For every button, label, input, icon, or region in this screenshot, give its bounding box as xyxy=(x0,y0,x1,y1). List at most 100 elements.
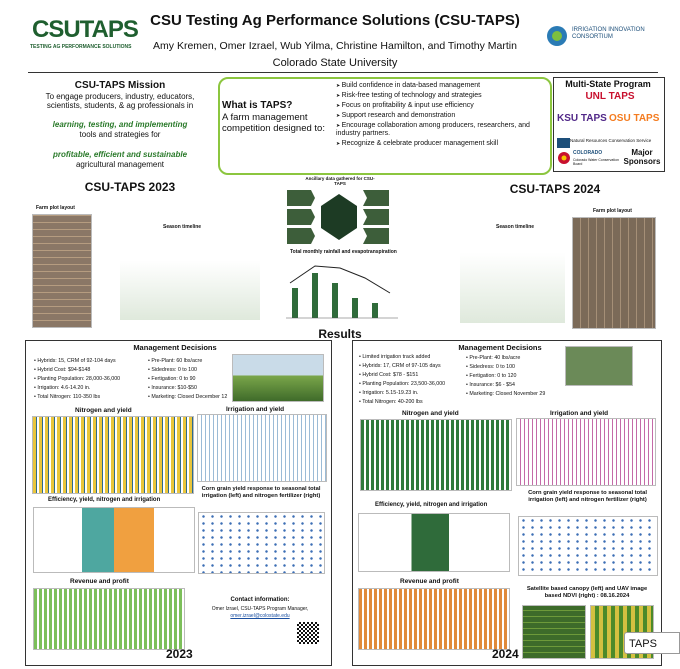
chart-image xyxy=(518,516,658,576)
what-box xyxy=(218,77,552,175)
logo-tagline: TESTING AG PERFORMANCE SOLUTIONS xyxy=(30,44,132,50)
figure-caption: Corn grain yield response to seasonal to… xyxy=(201,486,321,499)
bullet: Sidedress: 0 to 100 xyxy=(466,364,561,370)
figure-caption: Ancillary data gathered for CSU-TAPS xyxy=(305,176,375,187)
bullet: Planting Population: 23,500-36,000 xyxy=(359,381,469,387)
chart-image xyxy=(33,588,185,650)
bullet-list: Limited irrigation track added Hybrids: 1… xyxy=(359,354,469,408)
figure-caption: Efficiency, yield, nitrogen and irrigati… xyxy=(375,502,488,508)
photo xyxy=(232,354,324,402)
bullet: Total Nitrogen: 110-350 lbs xyxy=(34,394,144,400)
chart-image xyxy=(358,588,510,650)
mission-text: tools and strategies for xyxy=(79,130,161,139)
authors: Amy Kremen, Omer Izrael, Wub Yilma, Chri… xyxy=(153,40,517,52)
title: CSU Testing Ag Performance Solutions (CS… xyxy=(150,12,520,29)
contact-email[interactable]: omer.izrael@colostate.edu xyxy=(230,613,290,619)
figure-caption: Season timeline xyxy=(163,224,202,230)
bullet: Insurance: $6 - $54 xyxy=(466,382,561,388)
figure-caption: Irrigation and yield xyxy=(550,410,609,417)
section-title: CSU-TAPS 2024 xyxy=(509,182,601,196)
chart-image xyxy=(198,512,325,574)
table-image xyxy=(358,513,510,572)
bullet: Pre-Plant: 60 lbs/acre xyxy=(148,358,228,364)
bullet: Insurance: $10-$50 xyxy=(148,385,228,391)
logo: CSUTAPS xyxy=(32,16,139,43)
contact-name: Omer Izrael, CSU-TAPS Program Manager, xyxy=(211,606,309,612)
program: UNL TAPS xyxy=(585,91,635,102)
farm-map xyxy=(572,217,656,329)
bullet-list: Build confidence in data-based managemen… xyxy=(336,82,544,150)
bullet-list: Hybrids: 15, CRM of 92-104 days Hybrid Co… xyxy=(34,358,144,403)
what-subtitle: A farm management competition designed t… xyxy=(222,112,325,134)
panel-year: 2023 xyxy=(166,647,193,661)
bullet: Hybrid Cost: $78 - $151 xyxy=(359,372,469,378)
panel-heading: Management Decisions xyxy=(458,343,542,352)
figure-caption: Corn grain yield response to seasonal to… xyxy=(528,490,647,503)
bullet: Total Nitrogen: 40-200 lbs xyxy=(359,399,469,405)
multistate-title: Multi-State Program xyxy=(565,79,651,89)
side-tab[interactable]: TAPS xyxy=(624,632,680,654)
figure-caption: Revenue and profit xyxy=(70,578,129,585)
bullet: Pre-Plant: 40 lbs/acre xyxy=(466,355,561,361)
figure-caption: Farm plot layout xyxy=(36,205,75,211)
figure-caption: Satellite based canopy (left) and UAV im… xyxy=(526,586,648,599)
bullet: Recognize & celebrate producer managemen… xyxy=(336,140,544,148)
bullet: Focus on profitability & input use effic… xyxy=(336,102,544,110)
mission-text: To engage producers, industry, educators… xyxy=(45,92,195,111)
farm-map xyxy=(32,214,92,328)
bullet: Build confidence in data-based managemen… xyxy=(336,82,544,90)
bullet-list: Pre-Plant: 40 lbs/acre Sidedress: 0 to 10… xyxy=(466,355,561,400)
mission-emphasis: profitable, efficient and sustainable xyxy=(52,150,188,159)
results-title: Results xyxy=(318,327,362,341)
program: KSU TAPS xyxy=(557,113,607,124)
figure-caption: Irrigation and yield xyxy=(226,406,285,413)
chart-image xyxy=(197,414,327,482)
chart-image xyxy=(516,418,656,486)
chart-image xyxy=(360,419,512,491)
bullet: Marketing: Closed November 29 xyxy=(466,391,561,397)
bullet: Fertigation: 0 to 90 xyxy=(148,376,228,382)
figure-caption: Nitrogen and yield xyxy=(402,410,459,417)
figure-caption: Season timeline xyxy=(496,224,535,230)
bullet-list: Pre-Plant: 60 lbs/acre Sidedress: 0 to 10… xyxy=(148,358,228,403)
bullet: Hybrid Cost: $94-$148 xyxy=(34,367,144,373)
bullet: Hybrids: 15, CRM of 92-104 days xyxy=(34,358,144,364)
bullet: Encourage collaboration among producers,… xyxy=(336,122,544,138)
rainfall-figure xyxy=(286,265,398,319)
bullet: Planting Population: 28,000-36,000 xyxy=(34,376,144,382)
sponsor: COLORADO xyxy=(573,150,603,156)
bullet: Fertigation: 0 to 120 xyxy=(466,373,561,379)
bullet: Marketing: Closed December 12 xyxy=(148,394,228,400)
figure-caption: Farm plot layout xyxy=(593,208,632,214)
panel-heading: Management Decisions xyxy=(133,343,217,352)
sponsor-icons xyxy=(557,138,570,164)
partner: IRRIGATION INNOVATION CONSORTIUM xyxy=(572,27,645,40)
panel-2023 xyxy=(25,340,332,666)
multistate-box xyxy=(553,77,665,172)
affiliation: Colorado State University xyxy=(272,57,398,69)
timeline-figure xyxy=(120,235,260,320)
what-title: What is TAPS? xyxy=(222,100,293,111)
bullet: Irrigation: 4.6-14.20 in. xyxy=(34,385,144,391)
ancillary-diagram xyxy=(287,190,389,244)
photo xyxy=(565,346,633,386)
bullet: Risk-free testing of technology and stra… xyxy=(336,92,544,100)
mission-emphasis: learning, testing, and implementing xyxy=(52,120,188,129)
rule xyxy=(28,72,658,73)
section-title: CSU-TAPS 2023 xyxy=(84,180,176,194)
figure-caption: Revenue and profit xyxy=(400,578,459,585)
chart-image xyxy=(32,416,194,494)
sponsor: Colorado Water Conservation Board xyxy=(573,158,619,167)
sponsors-label: Major Sponsors xyxy=(623,148,661,167)
satellite-image xyxy=(522,605,586,659)
bullet: Limited irrigation track added xyxy=(359,354,469,360)
bullet: Hybrids: 17, CRM of 97-105 days xyxy=(359,363,469,369)
bullet: Support research and demonstration xyxy=(336,112,544,120)
figure-caption: Efficiency, yield, nitrogen and irrigati… xyxy=(48,497,161,503)
mission-text: agricultural management xyxy=(75,160,165,169)
sponsor: Natural Resources Conservation Service xyxy=(570,138,652,143)
mission-title: CSU-TAPS Mission xyxy=(74,80,166,91)
figure-caption: Nitrogen and yield xyxy=(75,407,132,414)
table-image xyxy=(33,507,195,573)
